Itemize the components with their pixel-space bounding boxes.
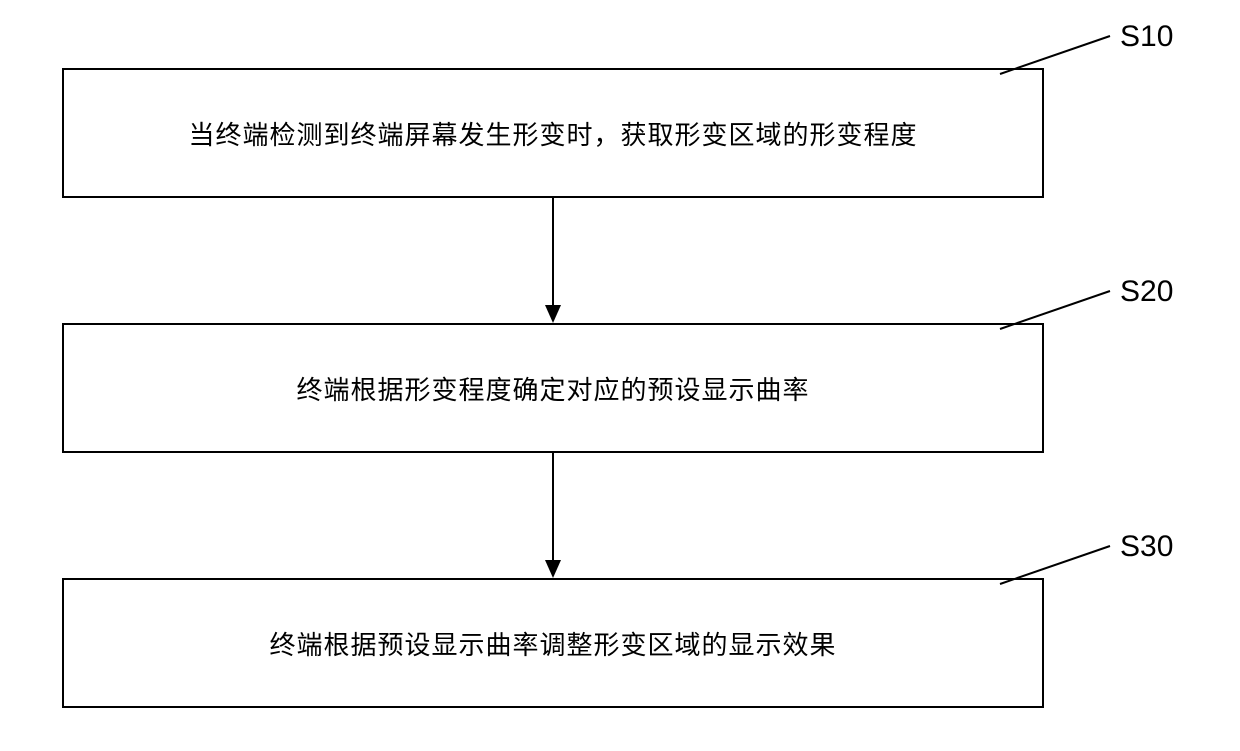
step-text-s30: 终端根据预设显示曲率调整形变区域的显示效果 <box>269 625 836 662</box>
flowchart-canvas: 当终端检测到终端屏幕发生形变时，获取形变区域的形变程度 S10 终端根据形变程度… <box>0 0 1240 751</box>
arrowhead-s10-s20 <box>545 305 561 323</box>
step-box-s30: 终端根据预设显示曲率调整形变区域的显示效果 <box>62 578 1044 708</box>
step-box-s10: 当终端检测到终端屏幕发生形变时，获取形变区域的形变程度 <box>62 68 1044 198</box>
step-text-s20: 终端根据形变程度确定对应的预设显示曲率 <box>296 370 809 407</box>
step-label-s20: S20 <box>1120 275 1173 309</box>
step-text-s10: 当终端检测到终端屏幕发生形变时，获取形变区域的形变程度 <box>188 115 917 152</box>
step-box-s20: 终端根据形变程度确定对应的预设显示曲率 <box>62 323 1044 453</box>
arrowhead-s20-s30 <box>545 560 561 578</box>
step-label-s10: S10 <box>1120 20 1173 54</box>
step-label-s30: S30 <box>1120 530 1173 564</box>
